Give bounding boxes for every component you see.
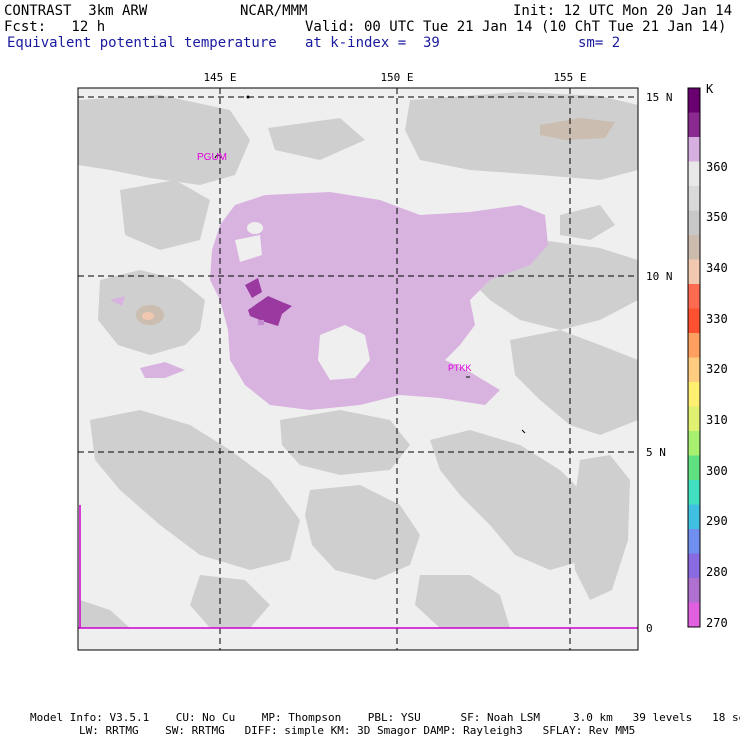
tan-contours xyxy=(136,118,615,325)
colorbar-labels: 360 350 340 330 320 310 300 290 280 270 xyxy=(706,160,728,630)
colorbar-swatch xyxy=(688,161,700,187)
hole xyxy=(318,325,370,380)
purple-contours xyxy=(245,278,292,326)
colorbar xyxy=(687,87,701,628)
field-name: Equivalent potential temperature xyxy=(7,35,277,51)
warm-spot xyxy=(142,312,154,320)
contour-patch xyxy=(258,320,264,325)
colorbar-swatch xyxy=(688,333,700,358)
contour-patch xyxy=(268,118,365,160)
institution: NCAR/MMM xyxy=(240,3,308,19)
contour-patch xyxy=(510,330,638,435)
contour-patch xyxy=(280,410,410,475)
contour-patch xyxy=(120,180,210,250)
holes xyxy=(235,222,370,380)
hole xyxy=(247,222,263,234)
lat-lon-grid xyxy=(78,88,638,650)
colorbar-label: 290 xyxy=(706,514,728,528)
map-field xyxy=(78,88,638,650)
colorbar-swatch xyxy=(688,308,700,334)
contour-patch xyxy=(245,278,262,298)
lavender-region xyxy=(110,296,125,306)
colorbar-swatch xyxy=(688,357,700,383)
colorbar-swatch xyxy=(688,480,700,505)
colorbar-swatch xyxy=(688,406,700,432)
contour-patch xyxy=(430,430,600,570)
contour-patch xyxy=(248,296,292,326)
lon-label-145: 145 E xyxy=(203,71,236,84)
contour-patch xyxy=(78,95,250,185)
island-mark xyxy=(521,429,526,434)
colorbar-label: 270 xyxy=(706,616,728,630)
contour-patch xyxy=(305,485,420,580)
island-mark xyxy=(246,95,250,99)
colorbar-label: 330 xyxy=(706,312,728,326)
colorbar-swatch xyxy=(688,284,700,309)
colorbar-label: 320 xyxy=(706,362,728,376)
contour-patch xyxy=(415,575,510,628)
colorbar-label: 340 xyxy=(706,261,728,275)
colorbar-swatch xyxy=(688,235,700,260)
colorbar-label: 360 xyxy=(706,160,728,174)
colorbar-label: 280 xyxy=(706,565,728,579)
model-title: CONTRAST 3km ARW xyxy=(4,3,148,19)
contour-patch xyxy=(190,575,270,628)
forecast-hour: Fcst: 12 h xyxy=(4,19,106,35)
colorbar-swatch xyxy=(688,602,700,628)
colorbar-label: 300 xyxy=(706,464,728,478)
contour-patch xyxy=(560,205,615,240)
colorbar-label: 350 xyxy=(706,210,728,224)
lat-label-5n: 5 N xyxy=(646,446,666,459)
gray-contours xyxy=(78,92,638,628)
island-mark xyxy=(214,154,222,159)
colorbar-swatch xyxy=(688,186,700,211)
lat-label-0: 0 xyxy=(646,622,653,635)
map-frame xyxy=(77,87,639,651)
lavender-region xyxy=(210,192,548,410)
colorbar-swatch xyxy=(688,553,700,579)
station-pgum: PGUM xyxy=(197,152,227,163)
lon-label-150: 150 E xyxy=(380,71,413,84)
colorbar-swatch xyxy=(688,431,700,456)
lat-label-10n: 10 N xyxy=(646,270,673,283)
contour-patch xyxy=(572,455,630,600)
lavender-region xyxy=(140,362,185,378)
valid-time: Valid: 00 UTC Tue 21 Jan 14 (10 ChT Tue … xyxy=(305,19,727,35)
colorbar-swatch xyxy=(688,455,700,481)
colorbar-swatch xyxy=(688,382,700,407)
smoothing: sm= 2 xyxy=(578,35,621,51)
colorbar-label: 310 xyxy=(706,413,728,427)
colorbar-swatch xyxy=(688,578,700,603)
colorbar-swatch xyxy=(688,210,700,236)
colorbar-swatch xyxy=(688,259,700,285)
model-info-line2: LW: RRTMG SW: RRTMG DIFF: simple KM: 3D … xyxy=(79,724,636,737)
station-ptkk: PTKK xyxy=(448,363,472,373)
colorbar-swatch xyxy=(688,529,700,554)
contour-patch xyxy=(80,600,130,628)
colorbar-unit: K xyxy=(706,82,714,96)
lat-label-15n: 15 N xyxy=(646,91,673,104)
model-info-line1: Model Info: V3.5.1 CU: No Cu MP: Thompso… xyxy=(30,711,740,724)
contour-patch xyxy=(405,92,638,180)
colorbar-swatch xyxy=(688,504,700,530)
hole xyxy=(235,235,262,262)
colorbar-frame xyxy=(687,87,701,628)
init-time: Init: 12 UTC Mon 20 Jan 14 xyxy=(513,3,733,19)
colorbar-swatch xyxy=(688,88,700,113)
contour-patch xyxy=(90,410,300,570)
lon-label-155: 155 E xyxy=(553,71,586,84)
colorbar-swatch xyxy=(688,137,700,162)
k-index: at k-index = 39 xyxy=(305,35,440,51)
contour-patch xyxy=(540,118,615,140)
colorbar-swatch xyxy=(688,112,700,138)
